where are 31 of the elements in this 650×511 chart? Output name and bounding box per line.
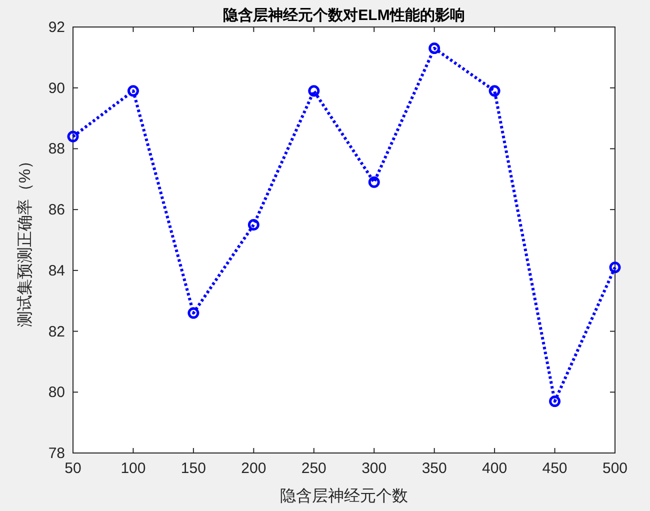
point bbox=[127, 85, 139, 97]
x-tick-label: 50 bbox=[64, 460, 82, 477]
y-tick-label: 78 bbox=[48, 445, 65, 462]
x-axis-title: 隐含层神经元个数 bbox=[280, 487, 408, 505]
point bbox=[549, 396, 561, 408]
point bbox=[428, 42, 440, 54]
y-tick-label: 80 bbox=[48, 384, 65, 402]
x-tick-label: 100 bbox=[120, 460, 146, 477]
x-tick-label: 500 bbox=[602, 460, 628, 477]
y-tick-label: 90 bbox=[48, 80, 65, 97]
x-tick-label: 300 bbox=[362, 460, 387, 477]
chart-title: 隐含层神经元个数对ELM性能的影响 bbox=[223, 7, 465, 24]
x-tick-label: 200 bbox=[241, 460, 266, 477]
x-tick-label: 350 bbox=[422, 460, 447, 477]
x-tick-label: 450 bbox=[542, 460, 568, 477]
x-tick-label: 400 bbox=[482, 460, 508, 477]
point bbox=[308, 85, 320, 97]
y-tick-label: 88 bbox=[48, 140, 65, 158]
point bbox=[368, 176, 380, 188]
point bbox=[488, 85, 500, 97]
point bbox=[248, 219, 260, 231]
y-tick-label: 84 bbox=[48, 262, 65, 280]
point bbox=[188, 307, 200, 319]
point bbox=[67, 130, 79, 142]
y-axis-title: 测试集预测正确率（%） bbox=[16, 152, 34, 328]
y-tick-label: 82 bbox=[48, 323, 65, 340]
x-tick-label: 250 bbox=[301, 460, 326, 477]
point bbox=[609, 262, 621, 274]
x-tick-label: 150 bbox=[180, 460, 206, 477]
y-tick-label: 86 bbox=[48, 202, 65, 219]
y-tick-label: 92 bbox=[48, 19, 65, 36]
